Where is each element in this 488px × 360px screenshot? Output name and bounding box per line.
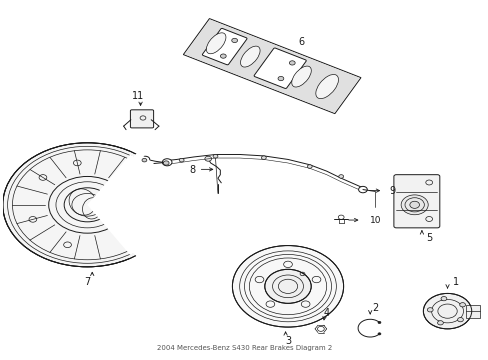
Circle shape [3,143,172,267]
Text: 6: 6 [298,37,304,48]
Circle shape [400,195,427,215]
Bar [183,19,360,114]
Circle shape [437,321,443,325]
Circle shape [377,321,380,324]
Ellipse shape [206,33,225,54]
Text: 2: 2 [371,303,377,312]
Text: 1: 1 [452,277,458,287]
Text: 3: 3 [285,336,290,346]
Text: 8: 8 [189,165,195,175]
Circle shape [220,54,226,58]
Text: 11: 11 [132,91,144,101]
Circle shape [264,269,310,303]
Circle shape [427,308,432,312]
Circle shape [231,38,237,42]
Bar [465,305,479,318]
Circle shape [204,156,211,161]
Circle shape [213,154,218,158]
Circle shape [457,318,463,322]
Circle shape [440,297,446,301]
Circle shape [261,156,265,159]
Bar [184,19,359,113]
Text: 2004 Mercedes-Benz S430 Rear Brakes Diagram 2: 2004 Mercedes-Benz S430 Rear Brakes Diag… [157,345,331,351]
Circle shape [232,246,343,327]
Circle shape [142,158,146,162]
Ellipse shape [240,46,260,67]
Circle shape [179,158,183,162]
Wedge shape [87,154,168,255]
Circle shape [459,303,465,307]
Text: 7: 7 [84,277,90,287]
FancyBboxPatch shape [130,110,153,128]
Text: 9: 9 [389,186,395,195]
FancyBboxPatch shape [202,28,246,65]
Circle shape [377,333,380,335]
Wedge shape [87,153,174,257]
Circle shape [307,165,311,168]
FancyBboxPatch shape [393,175,439,228]
Text: 5: 5 [425,233,431,243]
Circle shape [338,175,343,178]
FancyBboxPatch shape [254,48,305,89]
Text: 10: 10 [369,216,381,225]
Circle shape [409,201,419,208]
Circle shape [423,293,471,329]
Circle shape [141,156,149,163]
Circle shape [162,159,172,166]
Circle shape [278,76,283,81]
Circle shape [289,61,295,65]
Circle shape [358,186,366,193]
Text: 4: 4 [323,307,329,318]
Ellipse shape [315,75,338,99]
Circle shape [163,161,169,165]
Ellipse shape [291,66,311,87]
